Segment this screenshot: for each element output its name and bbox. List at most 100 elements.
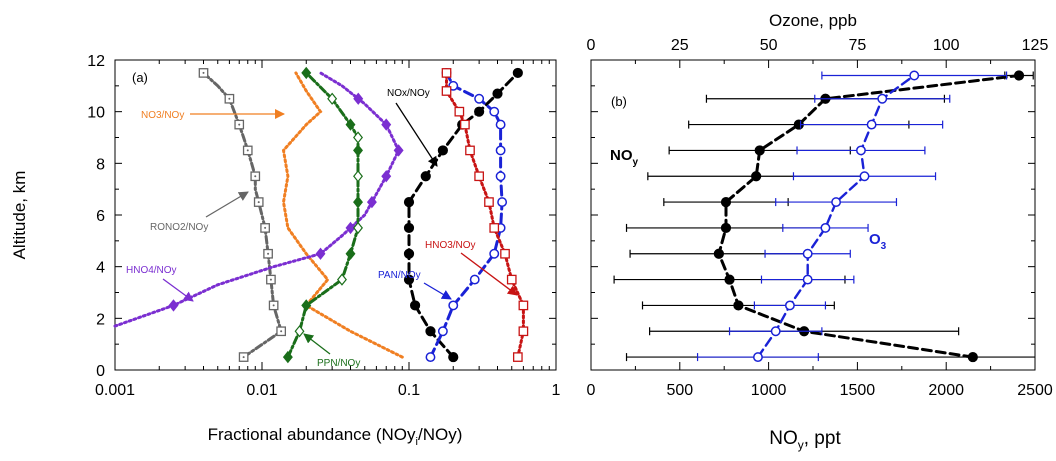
data-point-o3 — [866, 119, 877, 130]
data-point-ppn-noy — [353, 170, 363, 183]
annotation-pan: PAN/NOy — [378, 270, 421, 281]
data-point-o3 — [859, 171, 870, 182]
x-tick-label: 0 — [587, 382, 596, 399]
panel-a-ylabel: Altitude, km — [10, 171, 29, 260]
series-hno3-noy — [441, 68, 529, 362]
y-tick-label: 2 — [96, 311, 105, 328]
data-point-nox-noy — [474, 106, 485, 117]
annotation-ppn: PPN/NOy — [317, 358, 360, 369]
data-point-ppn-noy — [337, 273, 347, 286]
data-point-ppn-noy — [327, 92, 338, 105]
annotation-hno3-arrow — [460, 252, 518, 296]
data-point-ppn-noy — [282, 350, 293, 364]
data-point-hno4-noy — [393, 144, 404, 157]
annotation-pan-arrow — [423, 282, 452, 300]
x-tick-label: 1 — [552, 382, 561, 399]
data-point-o3 — [856, 145, 866, 156]
data-point-ppn-noy — [353, 221, 363, 235]
data-point-pan-noy — [448, 300, 459, 311]
data-point-ppn-noy — [353, 131, 363, 144]
x2-tick-label: 25 — [671, 37, 689, 54]
data-point-hno4-noy — [381, 118, 392, 131]
data-point-hno3-noy — [474, 171, 484, 182]
x-tick-label: 0.01 — [246, 382, 277, 399]
x2-tick-label: 125 — [1022, 37, 1049, 54]
data-point-pan-noy — [474, 93, 485, 104]
data-point-hno3-noy — [465, 145, 475, 156]
data-point-hno4-noy — [381, 170, 392, 183]
annotation-hno4-arrow — [162, 278, 194, 302]
data-point-noy — [733, 300, 744, 311]
data-point-nox-noy — [403, 248, 415, 259]
panel-b-frame — [590, 59, 1036, 371]
annotation-rono2-arrow — [205, 191, 249, 218]
data-point-noy — [1013, 70, 1025, 81]
data-point-hno4-noy — [168, 299, 179, 312]
data-point-nox-noy — [448, 351, 459, 363]
panel-a-xlabel: Fractional abundance (NOyi/NOy) — [208, 425, 463, 448]
data-point-pan-noy — [437, 326, 448, 337]
data-point-rono2-noy-dot — [202, 71, 205, 74]
data-point-hno4-noy — [315, 247, 326, 260]
y-tick-label: 10 — [87, 105, 105, 122]
data-point-hno4-noy — [345, 221, 356, 235]
panel-b: 0 500 1000 1500 2000 2500 0 25 50 75 100 125 (b) Oz… — [587, 11, 1053, 452]
x-tick-label: 0.1 — [398, 382, 420, 399]
panel-b-series — [613, 70, 1035, 363]
data-point-nox-noy — [403, 196, 415, 208]
data-point-hno3-noy — [460, 119, 470, 130]
panel-b-xlabel: NOy, ppt — [769, 428, 841, 452]
data-point-hno3-noy — [441, 68, 452, 78]
data-point-nox-noy — [403, 274, 415, 285]
data-point-hno3-noy — [500, 248, 510, 259]
data-point-noy — [754, 145, 765, 156]
data-point-nox-noy — [409, 300, 421, 311]
annotation-nox-arrow — [395, 102, 438, 167]
x2-tick-label: 75 — [849, 37, 867, 54]
data-point-hno3-noy — [506, 274, 517, 285]
annotation-rono2: RONO2/NOy — [150, 222, 208, 233]
data-point-o3 — [752, 352, 763, 363]
data-point-ppn-noy — [345, 118, 356, 131]
series-pan-noy — [425, 67, 508, 363]
annotation-nox: NOx/NOy — [387, 88, 430, 99]
data-point-o3 — [909, 70, 920, 81]
data-point-hno4-noy — [353, 92, 364, 105]
series-ppn-noy — [282, 66, 363, 364]
data-point-hno3-noy — [489, 223, 500, 233]
data-point-rono2-noy-dot — [264, 226, 267, 229]
data-point-nox-noy — [420, 171, 431, 182]
panel-b-x2label: Ozone, ppb — [769, 11, 857, 30]
series-line-o3 — [756, 74, 916, 359]
x-tick-label: 1500 — [840, 382, 876, 399]
data-point-rono2-noy-dot — [228, 97, 231, 100]
panel-a-series — [113, 66, 529, 364]
data-point-nox-noy — [512, 67, 523, 79]
y-tick-label: 8 — [96, 156, 105, 173]
y-tick-label: 4 — [96, 260, 105, 277]
data-point-noy — [720, 196, 732, 208]
data-point-hno3-noy — [441, 86, 452, 96]
data-point-rono2-noy-dot — [242, 356, 245, 359]
y-tick-label: 12 — [87, 53, 105, 70]
x2-tick-label: 0 — [587, 37, 596, 54]
data-point-pan-noy — [495, 145, 506, 156]
panel-a-label: (a) — [132, 70, 148, 85]
series-rono2-noy — [198, 68, 287, 362]
data-point-hno3-noy — [518, 300, 529, 311]
panel-a-ticks: 0 2 4 6 8 10 12 0.001 0.01 0.1 1 — [87, 53, 560, 399]
data-point-ppn-noy — [353, 195, 363, 209]
data-point-o3 — [831, 197, 842, 208]
data-point-noy — [724, 274, 735, 285]
data-point-pan-noy — [469, 274, 480, 285]
data-point-rono2-noy-dot — [267, 252, 270, 255]
data-point-rono2-noy-dot — [269, 278, 272, 281]
annotation-hno3: HNO3/NOy — [425, 240, 476, 251]
data-point-o3 — [802, 248, 813, 259]
data-point-o3 — [770, 326, 781, 337]
data-point-ppn-noy — [301, 299, 312, 312]
data-point-ppn-noy — [345, 247, 356, 260]
data-point-ppn-noy — [301, 66, 312, 80]
data-point-o3 — [784, 300, 795, 311]
